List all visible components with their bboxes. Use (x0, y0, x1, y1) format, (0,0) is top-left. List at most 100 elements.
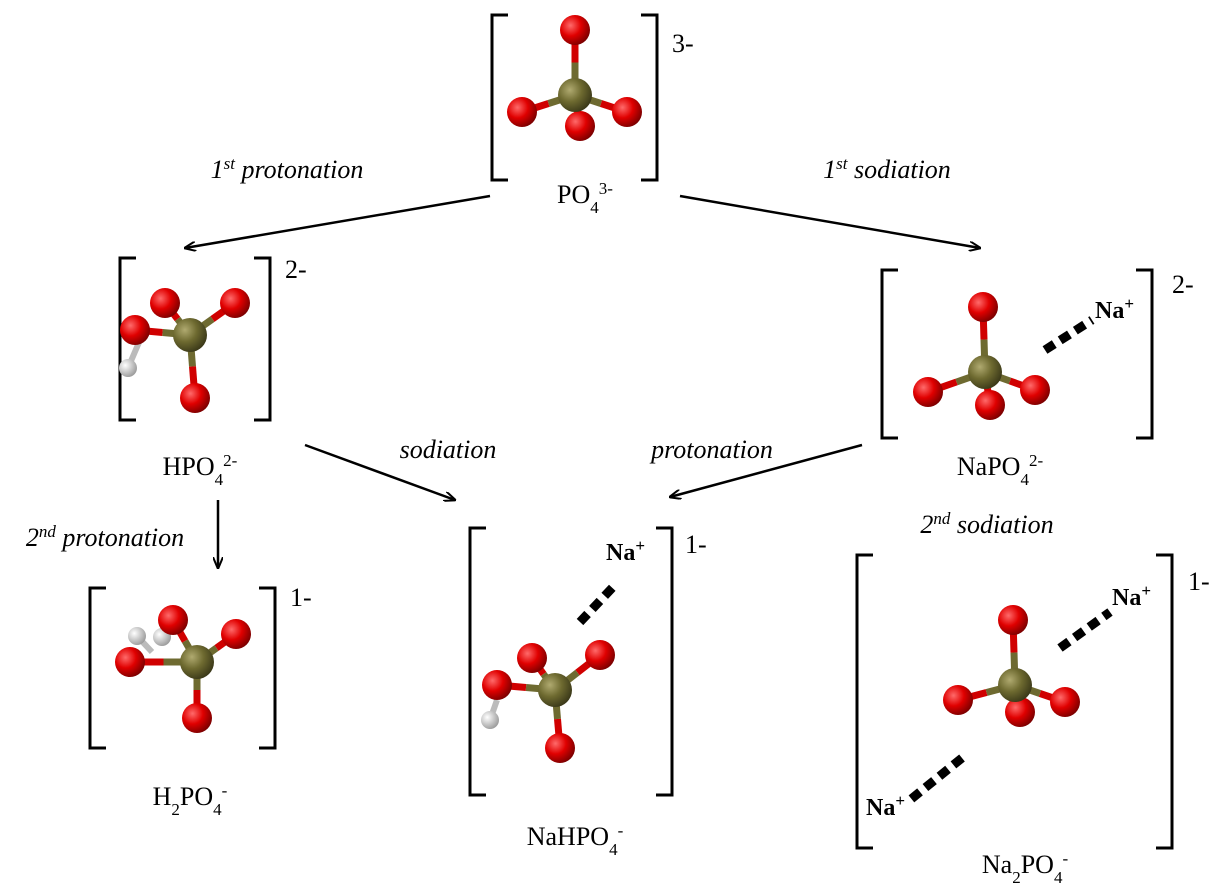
diagram: 3-PO43-2-HPO42-2-NaPO42-Na+1-H2PO4-1-NaH… (0, 0, 1224, 890)
text-part: nd (933, 509, 951, 528)
text-part: H (153, 782, 172, 811)
hydrogen-atom (119, 359, 137, 377)
sodium-ion-label: Na+ (606, 536, 645, 567)
bracket-left (470, 528, 486, 795)
bracket-left (90, 588, 106, 748)
text-part: 2- (223, 451, 238, 470)
oxygen-atom (115, 647, 145, 677)
text-part: 1 (211, 155, 224, 184)
oxygen-atom (612, 97, 642, 127)
text-part: protonation (56, 523, 184, 552)
oxygen-atom (943, 685, 973, 715)
text-part: Na (982, 850, 1013, 879)
reaction-arrow (680, 196, 980, 248)
oxygen-atom (482, 670, 512, 700)
charge: 2- (285, 255, 307, 284)
oxygen-atom (585, 640, 615, 670)
ionic-bond (910, 758, 962, 800)
text-part: 4 (215, 470, 224, 489)
ionic-bond (1045, 320, 1092, 350)
text-part: + (895, 791, 905, 810)
sodium-ion-label: Na+ (1112, 581, 1151, 612)
text-part: NaPO (957, 452, 1021, 481)
oxygen-atom (545, 733, 575, 763)
species-label: NaPO42- (957, 451, 1044, 489)
text-part: protonation (235, 155, 363, 184)
phosphorus-atom (558, 78, 592, 112)
reaction-label: 1st protonation (211, 154, 364, 185)
text-part: 2 (26, 523, 39, 552)
oxygen-atom (1020, 375, 1050, 405)
species-label: H2PO4- (153, 781, 228, 819)
oxygen-atom (560, 15, 590, 45)
text-part: - (1062, 849, 1068, 868)
text-part: 4 (1054, 868, 1063, 887)
text-part: 4 (213, 800, 222, 819)
bracket-right (259, 588, 275, 748)
phosphorus-atom (968, 355, 1002, 389)
oxygen-atom (968, 292, 998, 322)
reaction-label: 2nd protonation (26, 522, 184, 553)
reaction-label: 1st sodiation (823, 154, 951, 185)
sodium-ion-label: Na+ (1095, 294, 1134, 325)
text-part: sodiation (950, 510, 1053, 539)
text-part: nd (39, 522, 57, 541)
species-label: NaHPO4- (527, 821, 624, 859)
text-part: + (1141, 581, 1151, 600)
oxygen-atom (182, 703, 212, 733)
charge: 1- (1188, 567, 1210, 596)
text-part: 2 (920, 510, 933, 539)
text-part: 3- (599, 179, 614, 198)
sodium-ion-label: Na+ (866, 791, 905, 822)
text-part: sodiation (400, 435, 497, 464)
oxygen-atom (180, 383, 210, 413)
text-part: Na (866, 795, 895, 821)
text-part: 2 (1012, 868, 1021, 887)
text-part: 4 (590, 198, 599, 217)
hydrogen-atom (481, 711, 499, 729)
phosphorus-atom (180, 645, 214, 679)
text-part: PO (180, 782, 213, 811)
bracket-right (1156, 555, 1172, 848)
oxygen-atom (221, 619, 251, 649)
text-part: - (618, 821, 624, 840)
oxygen-atom (913, 377, 943, 407)
reaction-label: sodiation (400, 435, 497, 464)
bracket-right (641, 15, 657, 180)
oxygen-atom (975, 390, 1005, 420)
text-part: 4 (609, 840, 618, 859)
bracket-right (254, 258, 270, 420)
oxygen-atom (517, 643, 547, 673)
oxygen-atom (565, 111, 595, 141)
charge: 3- (672, 29, 694, 58)
oxygen-atom (998, 605, 1028, 635)
phosphorus-atom (538, 673, 572, 707)
species-label: PO43- (557, 179, 613, 217)
oxygen-atom (158, 605, 188, 635)
text-part: 4 (1020, 470, 1029, 489)
reaction-label: protonation (649, 435, 773, 464)
text-part: protonation (649, 435, 773, 464)
oxygen-atom (220, 288, 250, 318)
phosphorus-atom (998, 668, 1032, 702)
ionic-bond (580, 586, 614, 622)
oxygen-atom (120, 315, 150, 345)
phosphorus-atom (173, 318, 207, 352)
reaction-arrow (185, 196, 490, 248)
charge: 1- (290, 583, 312, 612)
species-label: Na2PO4- (982, 849, 1069, 887)
bracket-left (882, 270, 898, 438)
text-part: Na (1112, 585, 1141, 611)
text-part: Na (1095, 298, 1124, 324)
charge: 1- (685, 530, 707, 559)
text-part: 1 (823, 155, 836, 184)
text-part: 2- (1029, 451, 1044, 470)
hydrogen-atom (128, 627, 146, 645)
charge: 2- (1172, 270, 1194, 299)
bracket-right (656, 528, 672, 795)
bracket-right (1136, 270, 1152, 438)
text-part: HPO (163, 452, 215, 481)
oxygen-atom (150, 288, 180, 318)
reaction-label: 2nd sodiation (920, 509, 1053, 540)
species-label: HPO42- (163, 451, 238, 489)
